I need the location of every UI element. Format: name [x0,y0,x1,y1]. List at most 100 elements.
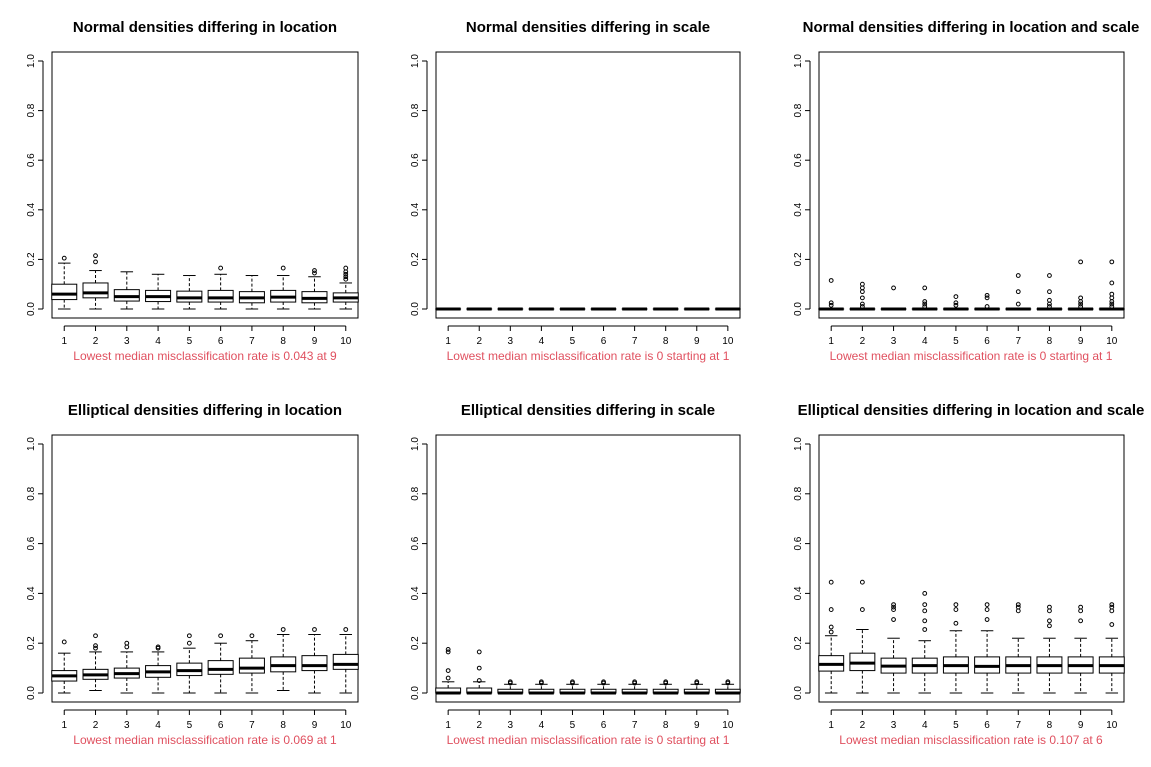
x-tick-label: 6 [218,336,224,347]
x-tick-label: 2 [476,336,482,347]
x-tick-label: 5 [953,720,959,731]
outlier-point [218,265,224,271]
chart-title: Normal densities differing in scale [466,19,710,36]
outlier-point [1078,618,1084,624]
outlier-point [343,274,349,280]
box-plot [974,292,1001,311]
x-tick-label: 10 [1106,336,1118,347]
y-tick-label: 0.4 [410,586,421,600]
chart-title: Elliptical densities differing in scale [461,402,715,419]
chart-note: Lowest median misclassification rate is … [839,733,1103,747]
outlier-point [922,304,928,309]
x-tick-label: 4 [922,720,928,731]
plot-frame [51,51,359,319]
outlier-point [445,668,451,673]
y-tick-label: 1.0 [410,437,421,451]
box-plot [818,278,845,311]
x-tick-label: 3 [891,336,897,347]
x-tick-label: 1 [61,336,67,347]
outlier-point [828,607,834,612]
outlier-point [922,591,928,596]
x-tick-label: 10 [340,720,352,731]
outlier-point [61,639,67,645]
box-plot [942,294,969,311]
box-plot [238,633,265,694]
outlier-point [124,640,130,646]
outlier-point [984,617,990,622]
outlier-point [859,295,865,301]
outlier-point [922,602,928,608]
box-plot [652,679,679,695]
box-plot [683,679,710,695]
outlier-point [343,271,349,277]
outlier-point [1047,304,1052,309]
outlier-point [155,644,161,650]
box-plot [849,281,876,311]
chart-panel: Elliptical densities differing in locati… [26,402,359,747]
box-plot [911,591,938,694]
x-tick-label: 3 [124,720,130,731]
box-plot [590,679,617,695]
box-plot [559,679,586,695]
x-tick-label: 7 [1015,720,1021,731]
chart-panel: Normal densities differing in location a… [793,19,1139,363]
chart-panel: Normal densities differing in location 0.… [26,19,359,363]
x-tick-label: 9 [694,336,700,347]
x-tick-label: 5 [570,336,576,347]
x-tick-label: 5 [187,720,193,731]
box-plot [714,679,741,695]
x-tick-label: 3 [508,336,514,347]
box-iqr [82,282,109,299]
y-tick-label: 1.0 [410,54,421,68]
x-tick-label: 5 [953,336,959,347]
outlier-point [312,270,317,276]
outlier-point [984,292,990,298]
box-iqr [238,657,265,674]
outlier-point [343,627,349,632]
y-tick-label: 0.8 [410,486,421,500]
outlier-point [312,268,317,273]
x-tick-label: 6 [601,336,607,347]
x-tick-label: 6 [218,720,224,731]
outlier-point [828,302,834,308]
outlier-point [1015,301,1021,307]
box-plot [270,265,297,310]
y-tick-label: 0.8 [26,486,37,500]
y-tick-label: 0.2 [410,252,421,266]
outlier-point [953,300,959,306]
box-plot [176,275,203,310]
outlier-point [828,629,834,635]
x-tick-label: 9 [694,720,700,731]
outlier-point [1109,622,1115,627]
outlier-point [859,304,865,309]
outlier-point [1109,304,1115,309]
x-tick-label: 3 [508,720,514,731]
box-plot [51,639,78,694]
outlier-point [1078,304,1084,309]
outlier-point [1109,259,1115,265]
chart-title: Elliptical densities differing in locati… [798,402,1145,419]
outlier-point [312,627,317,632]
y-tick-label: 0.4 [26,202,37,216]
outlier-point [663,679,669,685]
box-plot [497,679,524,695]
box-plot [176,633,203,694]
x-tick-label: 10 [722,336,734,347]
y-tick-label: 1.0 [793,437,804,451]
y-tick-label: 0.0 [793,302,804,316]
box-iqr [207,289,234,303]
outlier-point [507,679,513,685]
outlier-point [1047,289,1052,295]
y-tick-label: 0.2 [410,636,421,650]
y-tick-label: 0.6 [793,536,804,550]
chart-panel: Normal densities differing in scale 0.0 0.… [410,19,741,363]
x-tick-label: 9 [1078,720,1084,731]
box-plot [82,633,109,692]
box-plot [270,627,297,692]
outlier-point [984,295,990,301]
box-plot [238,275,265,310]
box-plot [145,644,172,694]
outlier-point [922,301,928,307]
x-tick-label: 3 [124,336,130,347]
x-tick-label: 2 [476,720,482,731]
